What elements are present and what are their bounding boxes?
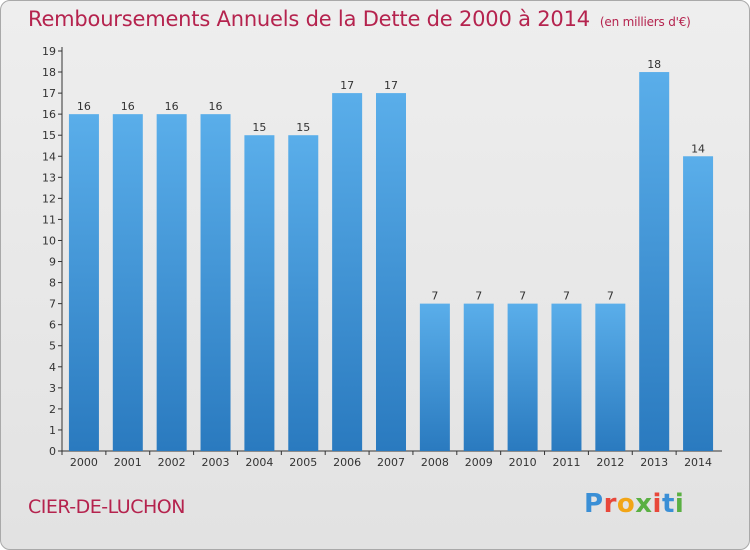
x-tick-label-2011: 2011: [552, 456, 580, 469]
value-label-2012: 7: [607, 290, 614, 303]
y-tick-label: 1: [49, 424, 56, 437]
bar-2013: [639, 72, 670, 451]
x-tick-label-2005: 2005: [289, 456, 317, 469]
x-tick-label-2002: 2002: [158, 456, 186, 469]
bar-2008: [419, 303, 450, 451]
y-tick-label: 10: [42, 234, 56, 247]
y-tick-label: 9: [49, 256, 56, 269]
bar-2007: [376, 93, 406, 452]
proxiti-logo: Proxiti: [584, 489, 684, 519]
logo-letter: x: [635, 489, 653, 519]
bar-2004: [244, 135, 275, 452]
value-label-2001: 16: [121, 100, 135, 113]
x-tick-label-2013: 2013: [640, 456, 668, 469]
value-label-2005: 15: [296, 121, 310, 134]
value-label-2008: 7: [431, 290, 438, 303]
y-tick-label: 17: [42, 87, 56, 100]
y-tick-label: 13: [42, 171, 56, 184]
chart-labels: 16 2000 16 2001 16 2002 16 2003 15 2004 15 2005 17 20…: [70, 58, 712, 469]
bar-2000: [68, 114, 99, 451]
y-tick-label: 8: [49, 277, 56, 290]
chart-title: Remboursements Annuels de la Dette de 20…: [28, 7, 691, 31]
chart-bars: [68, 72, 714, 452]
x-tick-label-2012: 2012: [596, 456, 624, 469]
value-label-2013: 18: [647, 58, 661, 71]
y-tick-label: 0: [49, 445, 56, 458]
bar-2011: [551, 303, 582, 451]
x-tick-label-2006: 2006: [333, 456, 361, 469]
value-label-2003: 16: [209, 100, 223, 113]
value-label-2011: 7: [563, 290, 570, 303]
y-tick-label: 18: [42, 66, 56, 79]
bar-2003: [200, 114, 231, 451]
y-tick-label: 7: [49, 298, 56, 311]
value-label-2004: 15: [252, 121, 266, 134]
y-tick-label: 14: [42, 150, 56, 163]
y-tick-label: 16: [42, 108, 56, 121]
y-tick-label: 19: [42, 45, 56, 58]
value-label-2014: 14: [691, 142, 705, 155]
x-tick-label-2007: 2007: [377, 456, 405, 469]
value-label-2006: 17: [340, 79, 354, 92]
bar-2012: [595, 303, 626, 451]
y-tick-label: 11: [42, 213, 56, 226]
bar-2005: [288, 135, 319, 452]
y-tick-label: 2: [49, 403, 56, 416]
y-tick-label: 15: [42, 129, 56, 142]
value-label-2002: 16: [165, 100, 179, 113]
value-label-2000: 16: [77, 100, 91, 113]
x-tick-label-2000: 2000: [70, 456, 98, 469]
y-tick-label: 12: [42, 192, 56, 205]
value-label-2010: 7: [519, 290, 526, 303]
x-tick-label-2004: 2004: [245, 456, 273, 469]
x-tick-label-2003: 2003: [202, 456, 230, 469]
y-tick-label: 6: [49, 319, 56, 332]
logo-letter: t: [661, 489, 675, 519]
value-label-2007: 17: [384, 79, 398, 92]
y-tick-label: 5: [49, 340, 56, 353]
bar-2002: [156, 114, 187, 451]
bar-2010: [507, 303, 538, 451]
logo-letter: i: [674, 489, 685, 519]
bar-2014: [683, 156, 714, 451]
y-tick-label: 3: [49, 382, 56, 395]
bar-2006: [332, 93, 363, 452]
logo-letter: o: [616, 489, 636, 519]
x-tick-label-2010: 2010: [509, 456, 537, 469]
x-tick-label-2014: 2014: [684, 456, 712, 469]
x-tick-label-2009: 2009: [465, 456, 493, 469]
value-label-2009: 7: [475, 290, 482, 303]
logo-letter: i: [652, 489, 662, 519]
bar-2001: [112, 114, 143, 451]
town-name: CIER-DE-LUCHON: [28, 496, 185, 518]
logo-letter: r: [603, 489, 617, 519]
logo-letter: P: [584, 489, 604, 519]
y-tick-label: 4: [49, 361, 56, 374]
x-tick-label-2008: 2008: [421, 456, 449, 469]
chart-subtitle: (en milliers d'€): [599, 15, 691, 29]
chart-title-text: Remboursements Annuels de la Dette de 20…: [28, 7, 590, 31]
x-tick-label-2001: 2001: [114, 456, 142, 469]
bar-2009: [463, 303, 494, 451]
